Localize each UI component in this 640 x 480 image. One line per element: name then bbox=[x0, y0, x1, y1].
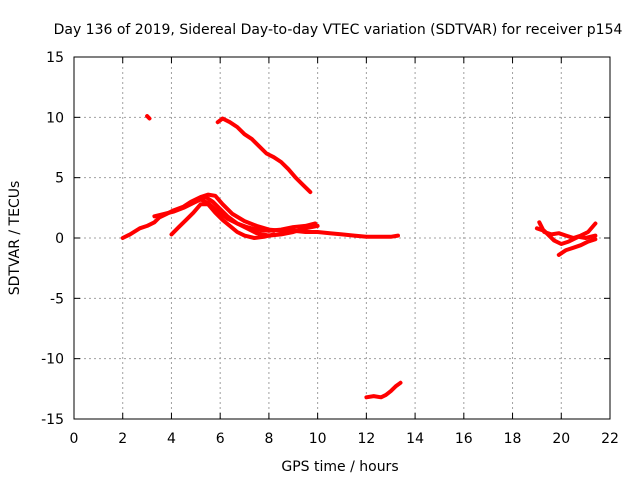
x-tick-label: 16 bbox=[455, 431, 473, 447]
x-tick-label: 12 bbox=[357, 431, 375, 447]
series-arc-4 bbox=[198, 197, 318, 233]
y-axis-label: SDTVAR / TECUs bbox=[7, 181, 23, 296]
series-arc-7 bbox=[364, 380, 403, 400]
series-arc-10 bbox=[556, 237, 598, 257]
x-tick-label: 10 bbox=[309, 431, 327, 447]
x-tick-label: 20 bbox=[552, 431, 570, 447]
series-arc-2 bbox=[152, 195, 320, 238]
y-tick-label: 10 bbox=[46, 110, 64, 126]
grid-layer bbox=[74, 57, 610, 419]
y-tick-label: -5 bbox=[50, 291, 64, 307]
y-tick-label: 5 bbox=[55, 171, 64, 187]
x-tick-label: 8 bbox=[264, 431, 273, 447]
x-tick-label: 4 bbox=[167, 431, 176, 447]
x-tick-label: 22 bbox=[601, 431, 619, 447]
chart-title: Day 136 of 2019, Sidereal Day-to-day VTE… bbox=[54, 22, 623, 38]
series-arc-6 bbox=[215, 116, 313, 195]
y-tick-label: -10 bbox=[41, 352, 64, 368]
x-tick-label: 14 bbox=[406, 431, 424, 447]
x-tick-label: 0 bbox=[70, 431, 79, 447]
y-tick-label: -15 bbox=[41, 412, 64, 428]
series-arc-5 bbox=[145, 114, 152, 121]
x-tick-label: 2 bbox=[118, 431, 127, 447]
y-tick-label: 15 bbox=[46, 50, 64, 66]
tick-layer: 0 2 4 6 8 10 12 14 16 18 20 22 -15 -10 -5 0 5 10 15 bbox=[41, 50, 619, 447]
series-arc-1 bbox=[120, 192, 400, 240]
series-arc-3 bbox=[169, 202, 276, 240]
x-tick-label: 18 bbox=[504, 431, 522, 447]
x-axis-label: GPS time / hours bbox=[281, 459, 398, 475]
series-layer bbox=[120, 114, 598, 400]
y-tick-label: 0 bbox=[55, 231, 64, 247]
x-tick-label: 6 bbox=[216, 431, 225, 447]
series-arc-9 bbox=[534, 226, 598, 246]
